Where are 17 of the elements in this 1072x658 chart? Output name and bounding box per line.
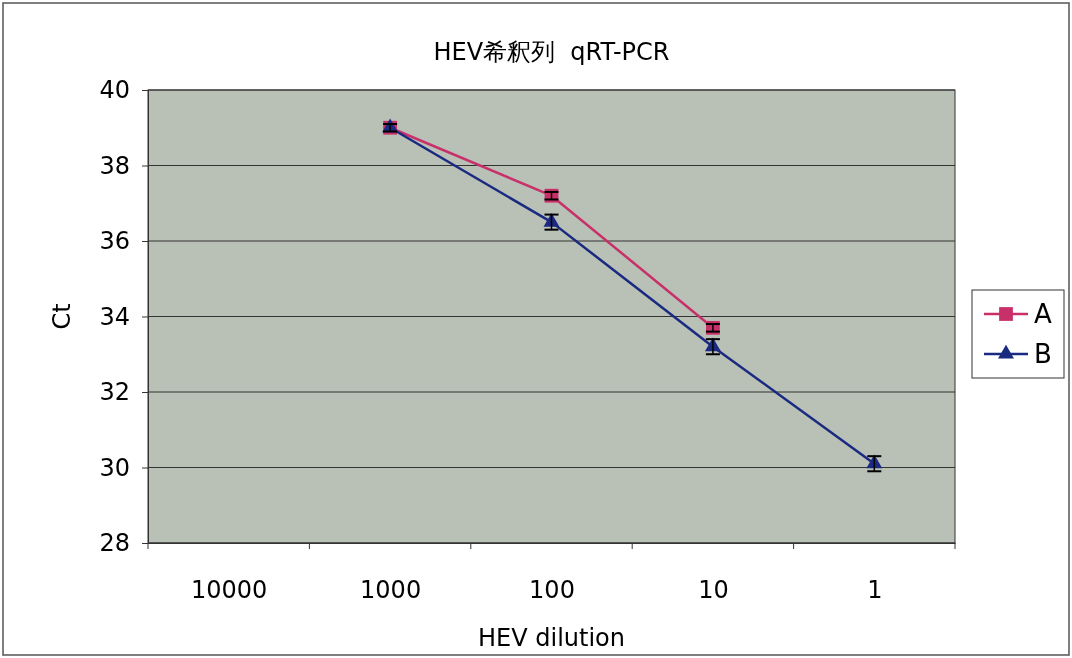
- legend-label: A: [1034, 299, 1052, 329]
- x-axis-title: HEV dilution: [477, 624, 626, 652]
- x-tick-label: 1: [867, 576, 883, 605]
- y-tick-label: 36: [99, 227, 130, 256]
- legend-label: B: [1034, 339, 1052, 369]
- y-tick-label: 38: [99, 151, 130, 180]
- y-tick-label: 40: [99, 76, 130, 105]
- x-tick-label: 100: [529, 576, 575, 605]
- y-axis-title: Ct: [48, 303, 76, 330]
- y-tick-label: 34: [99, 302, 130, 331]
- x-tick-label: 10000: [191, 576, 268, 605]
- y-tick-label: 32: [99, 378, 130, 407]
- x-tick-label: 10: [698, 576, 729, 605]
- y-tick-label: 28: [99, 529, 130, 558]
- y-tick-label: 30: [99, 453, 130, 482]
- x-tick-label: 1000: [360, 576, 422, 605]
- chart-title: HEV希釈列 qRT-PCR: [433, 38, 670, 66]
